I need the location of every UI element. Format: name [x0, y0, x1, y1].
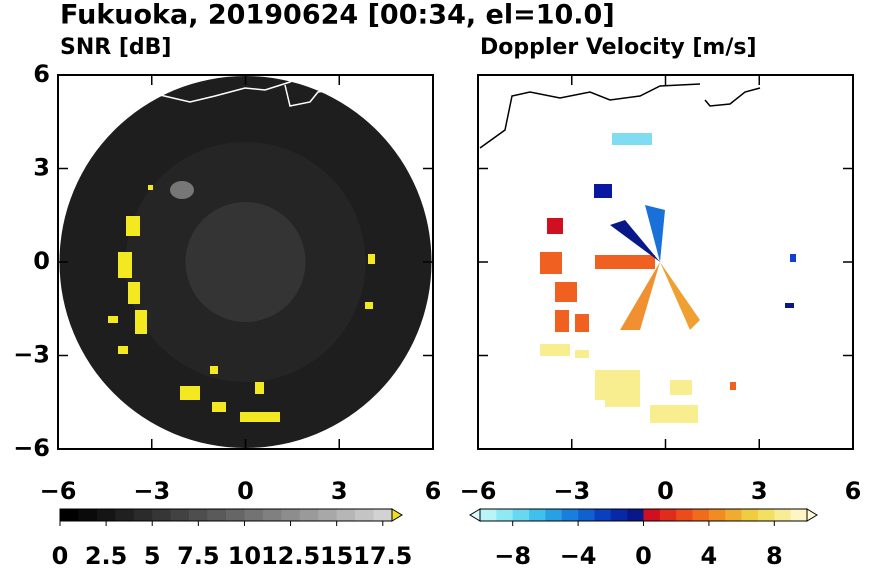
coastline [704, 87, 761, 107]
echo-blue [645, 205, 665, 262]
coastline [159, 75, 301, 103]
y-tick-label: 3 [33, 154, 50, 182]
colorbar-segment [610, 509, 628, 521]
colorbar-segment [512, 509, 530, 521]
colorbar-segment [133, 509, 153, 521]
colorbar-segment [152, 509, 171, 521]
colorbar-segment [692, 509, 710, 521]
colorbar-extension [391, 508, 403, 522]
echo-cyan [612, 133, 652, 145]
colorbar-segment [207, 509, 227, 521]
colorbar-segment [373, 509, 393, 521]
echo [170, 181, 194, 199]
y-tick-label: 0 [33, 247, 50, 275]
x-tick-label: −6 [40, 477, 77, 505]
colorbar-segment [281, 509, 301, 521]
colorbar-segment [561, 509, 579, 521]
echo-navy [594, 184, 612, 198]
colorbar-segment [244, 509, 264, 521]
echo-pale [540, 344, 698, 423]
doppler-field [479, 83, 796, 423]
panel-title: Doppler Velocity [m/s] [480, 35, 757, 60]
echo-blue [790, 254, 796, 262]
colorbar-segment [708, 509, 726, 521]
colorbar-tick-label: 17.5 [353, 542, 412, 570]
colorbar-tick-label: 4 [701, 542, 718, 570]
figure-title: Fukuoka, 20190624 [00:34, el=10.0] [60, 0, 615, 31]
colorbar-segment [355, 509, 374, 521]
colorbar-segment [262, 509, 282, 521]
colorbar-segment [725, 509, 742, 521]
colorbar-segment [189, 509, 208, 521]
colorbar-segment [578, 509, 595, 521]
snr-field [59, 75, 432, 448]
colorbar-tick-label: 5 [144, 542, 161, 570]
x-tick-label: −3 [133, 477, 170, 505]
x-tick-label: −6 [460, 477, 497, 505]
colorbar-extension [469, 508, 481, 522]
echo-strong [108, 185, 375, 422]
coastline [479, 83, 701, 149]
colorbar-segment [529, 509, 546, 521]
colorbar-segment [643, 509, 661, 521]
colorbar-segment [659, 509, 677, 521]
colorbar-tick-label: 0 [635, 542, 652, 570]
colorbar-segment [96, 509, 116, 521]
colorbar-segment [545, 509, 563, 521]
colorbar-tick-label: 8 [766, 542, 783, 570]
colorbar-tick-label: −8 [494, 542, 531, 570]
plot-frame [477, 74, 854, 450]
colorbar-segment [226, 509, 245, 521]
x-tick-label: 3 [331, 477, 348, 505]
colorbar-segment [318, 509, 337, 521]
echo-warm [540, 252, 736, 390]
x-tick-label: 0 [657, 477, 674, 505]
x-tick-label: 6 [425, 477, 442, 505]
colorbar-frame [59, 508, 393, 522]
echo-navy [785, 303, 794, 308]
colorbar-extension [806, 508, 818, 522]
colorbar-segment [299, 509, 319, 521]
colorbar-segment [60, 509, 79, 521]
colorbar-segment [594, 509, 612, 521]
colorbar-segment [790, 509, 808, 521]
echo-warm [620, 262, 660, 330]
colorbar-segment [78, 509, 98, 521]
colorbar-segment [676, 509, 693, 521]
colorbar-segment [774, 509, 791, 521]
colorbar-segment [170, 509, 190, 521]
x-tick-label: 3 [751, 477, 768, 505]
y-tick-label: 6 [33, 60, 50, 88]
colorbar-tick-label: 0 [52, 542, 69, 570]
echo-navy [610, 220, 660, 262]
radar-clutter [185, 202, 306, 322]
colorbar-segment [115, 509, 135, 521]
colorbar-segment [496, 509, 513, 521]
colorbar-segment [741, 509, 759, 521]
colorbar-segment [627, 509, 644, 521]
y-tick-label: −6 [13, 434, 50, 462]
panel-title: SNR [dB] [60, 35, 171, 60]
colorbar-tick-label: 10 [228, 542, 261, 570]
colorbar-segment [336, 509, 356, 521]
x-tick-label: −3 [553, 477, 590, 505]
y-tick-label: −3 [13, 341, 50, 369]
colorbar-segment [757, 509, 775, 521]
colorbar-tick-label: 15 [320, 542, 353, 570]
x-tick-label: 0 [237, 477, 254, 505]
echo-red [547, 218, 563, 234]
colorbar-tick-label: 2.5 [85, 542, 128, 570]
colorbar-tick-label: 12.5 [261, 542, 320, 570]
echo-warm [660, 262, 700, 330]
x-tick-label: 6 [845, 477, 862, 505]
coastline [284, 84, 331, 107]
colorbar-segment [480, 509, 497, 521]
colorbar-tick-label: 7.5 [177, 542, 220, 570]
colorbar-tick-label: −4 [560, 542, 597, 570]
